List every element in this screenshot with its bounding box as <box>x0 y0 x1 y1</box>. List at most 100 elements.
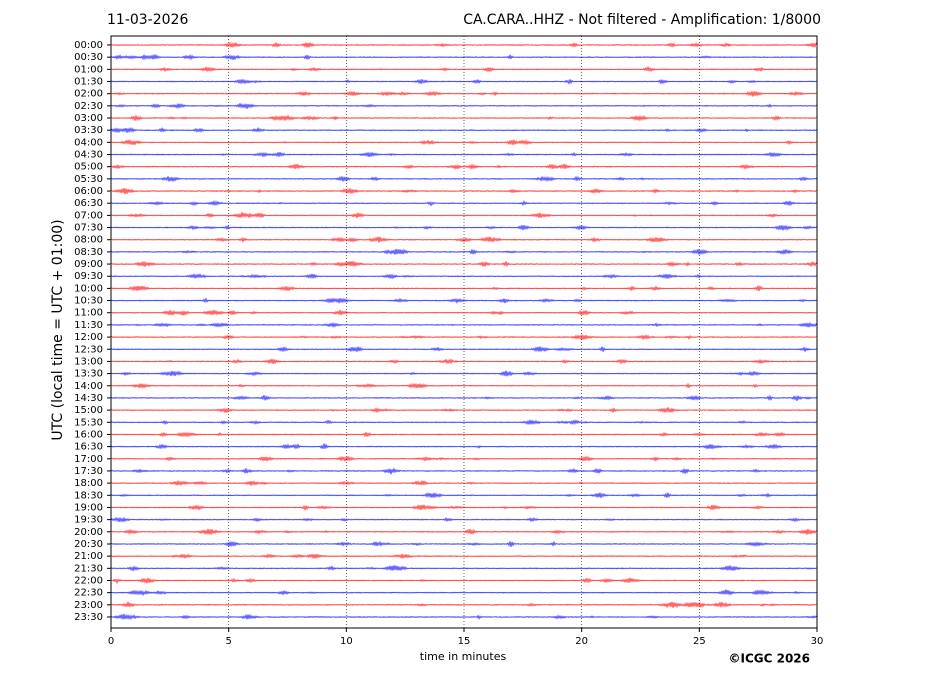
trace <box>110 358 818 365</box>
y-tick-label: 05:00 <box>74 162 103 173</box>
trace <box>110 406 818 414</box>
x-tick-label: 15 <box>458 636 471 647</box>
y-tick-label: 03:30 <box>74 125 103 136</box>
y-tick-label: 01:30 <box>74 77 103 88</box>
y-tick-label: 12:30 <box>74 344 103 355</box>
y-tick-label: 08:00 <box>74 235 103 246</box>
y-tick-label: 01:00 <box>74 64 103 75</box>
trace <box>110 114 818 122</box>
y-tick-label: 23:30 <box>74 612 103 623</box>
y-tick-label: 18:30 <box>74 490 103 501</box>
y-tick-label: 13:00 <box>74 356 103 367</box>
trace <box>110 41 818 49</box>
trace <box>110 516 818 523</box>
y-tick-label: 22:30 <box>74 588 103 599</box>
y-tick-label: 10:00 <box>74 283 103 294</box>
x-tick-label: 30 <box>811 636 824 647</box>
trace <box>110 200 818 207</box>
y-tick-label: 07:30 <box>74 223 103 234</box>
y-tick-label: 17:30 <box>74 466 103 477</box>
y-tick-label: 13:30 <box>74 369 103 380</box>
y-tick-label: 14:30 <box>74 393 103 404</box>
y-tick-label: 15:30 <box>74 417 103 428</box>
trace <box>110 467 818 475</box>
y-tick-label: 09:30 <box>74 271 103 282</box>
y-tick-label: 12:00 <box>74 332 103 343</box>
y-tick-label: 19:00 <box>74 502 103 513</box>
y-tick-label: 23:00 <box>74 600 103 611</box>
trace <box>110 224 818 231</box>
trace <box>110 297 818 304</box>
trace <box>110 187 818 195</box>
y-tick-label: 05:30 <box>74 174 103 185</box>
y-tick-label: 10:30 <box>74 296 103 307</box>
y-tick-label: 18:00 <box>74 478 103 489</box>
trace <box>110 504 818 511</box>
trace <box>110 589 818 597</box>
trace <box>110 443 818 450</box>
trace <box>110 138 818 146</box>
y-tick-label: 19:30 <box>74 515 103 526</box>
y-tick-label: 20:30 <box>74 539 103 550</box>
trace <box>110 321 818 328</box>
y-tick-label: 06:30 <box>74 198 103 209</box>
y-tick-label: 21:00 <box>74 551 103 562</box>
x-tick-label: 0 <box>108 636 114 647</box>
y-tick-label: 11:30 <box>74 320 103 331</box>
trace <box>110 78 818 85</box>
trace <box>110 151 818 158</box>
trace <box>110 564 818 572</box>
date-title: 11-03-2026 <box>107 12 188 28</box>
y-tick-label: 00:30 <box>74 52 103 63</box>
trace <box>110 480 818 487</box>
trace <box>110 577 818 585</box>
y-tick-label: 16:30 <box>74 442 103 453</box>
trace <box>110 285 818 292</box>
trace <box>110 382 818 389</box>
y-tick-label: 21:30 <box>74 563 103 574</box>
y-tick-label: 15:00 <box>74 405 103 416</box>
trace <box>110 394 818 401</box>
x-tick-label: 10 <box>340 636 353 647</box>
trace <box>110 90 818 97</box>
trace <box>110 455 818 462</box>
y-tick-label: 04:30 <box>74 150 103 161</box>
trace <box>110 333 818 341</box>
x-tick-label: 25 <box>693 636 706 647</box>
y-tick-label: 11:00 <box>74 308 103 319</box>
chart-title: CA.CARA..HHZ - Not filtered - Amplificat… <box>463 12 821 28</box>
y-tick-label: 22:00 <box>74 575 103 586</box>
trace <box>110 260 818 268</box>
x-tick-label: 20 <box>575 636 588 647</box>
x-axis-label: time in minutes <box>420 650 507 663</box>
trace <box>110 431 818 438</box>
y-axis-label: UTC (local time = UTC + 01:00) <box>50 219 66 440</box>
trace <box>110 601 818 609</box>
y-tick-label: 06:00 <box>74 186 103 197</box>
trace <box>110 126 818 134</box>
trace <box>110 65 818 73</box>
trace <box>110 613 818 621</box>
y-tick-label: 02:00 <box>74 89 103 100</box>
y-tick-label: 00:00 <box>74 40 103 51</box>
trace <box>110 309 818 317</box>
y-tick-label: 20:00 <box>74 527 103 538</box>
trace <box>110 346 818 353</box>
trace <box>110 553 818 560</box>
y-tick-label: 03:00 <box>74 113 103 124</box>
trace <box>110 272 818 280</box>
y-tick-label: 04:00 <box>74 137 103 148</box>
trace <box>110 528 818 536</box>
y-tick-label: 17:00 <box>74 454 103 465</box>
copyright: ©ICGC 2026 <box>728 652 810 666</box>
trace <box>110 248 818 256</box>
trace <box>110 175 818 183</box>
trace <box>110 236 818 243</box>
trace <box>110 163 818 171</box>
x-tick-label: 5 <box>225 636 231 647</box>
y-tick-label: 07:00 <box>74 210 103 221</box>
y-tick-label: 02:30 <box>74 101 103 112</box>
trace <box>110 419 818 426</box>
